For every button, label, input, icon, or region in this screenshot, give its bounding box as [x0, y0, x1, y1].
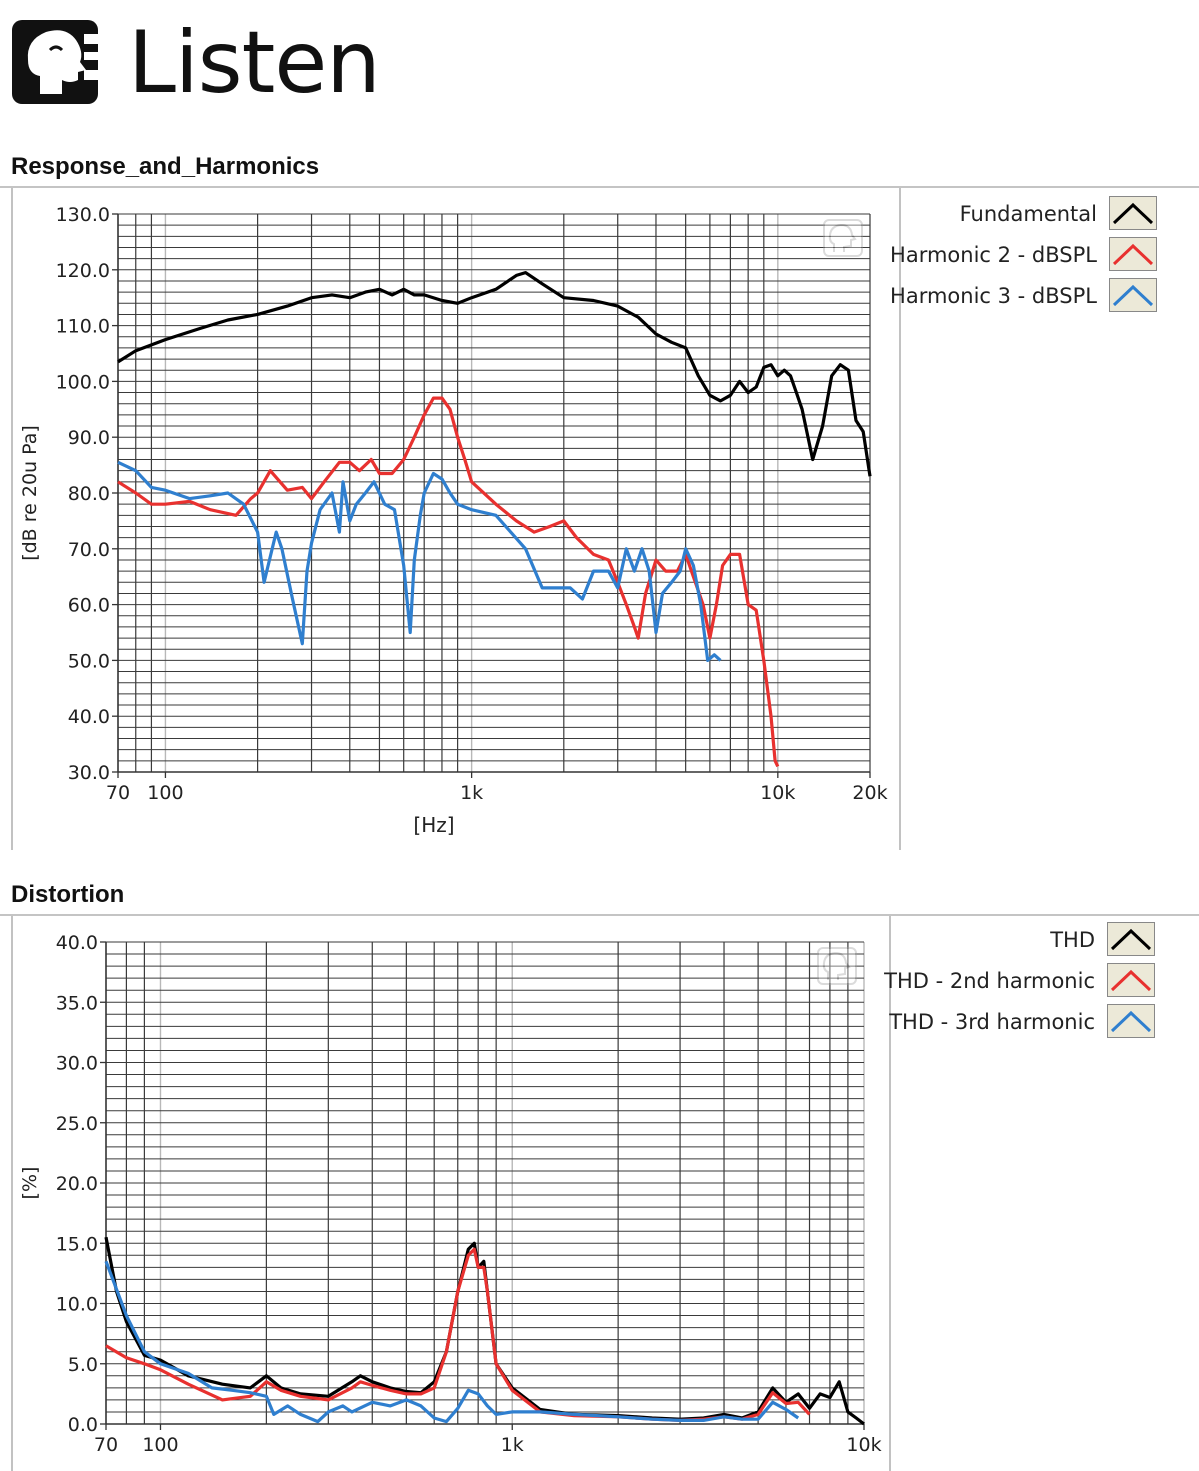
- response-chart: 130.0 120.0 110.0 100.0 90.0 80.0 70.0 60.0 50.0…: [0, 186, 1199, 852]
- y-axis-label: [%]: [19, 1167, 41, 1200]
- grid: [117, 213, 871, 773]
- x-tick-label: 1k: [460, 782, 483, 804]
- x-tick-label: 70: [106, 782, 130, 804]
- y-tick-label: 70.0: [68, 539, 110, 561]
- logo-wordmark: Listen: [128, 13, 381, 113]
- response-chart-legend: Fundamental Harmonic 2 - dBSPL Harmonic 3 …: [849, 196, 1169, 326]
- grid: [105, 941, 865, 1425]
- series-line-fundamental: [117, 271, 872, 477]
- legend-label: Harmonic 2 - dBSPL: [890, 243, 1097, 267]
- y-tick-label: 130.0: [56, 204, 110, 226]
- chart-title-response: Response_and_Harmonics: [11, 153, 320, 180]
- legend-item[interactable]: Harmonic 2 - dBSPL: [849, 237, 1169, 271]
- y-tick-label: 50.0: [68, 650, 110, 672]
- y-tick-label: 120.0: [56, 260, 110, 282]
- series-line-thd-3rd-harmonic: [104, 1260, 800, 1424]
- legend-label: THD: [1050, 928, 1095, 952]
- y-tick-label: 110.0: [56, 316, 110, 338]
- legend-label: Fundamental: [959, 202, 1097, 226]
- legend-item[interactable]: THD - 2nd harmonic: [847, 963, 1167, 997]
- legend-label: THD - 3rd harmonic: [889, 1010, 1095, 1034]
- y-tick-label: 25.0: [56, 1113, 98, 1135]
- legend-swatch-icon: [1107, 1004, 1155, 1038]
- x-tick-label: 10k: [846, 1434, 881, 1456]
- y-tick-label: 15.0: [56, 1233, 98, 1255]
- y-tick-label: 40.0: [56, 932, 98, 954]
- series-line-thd: [104, 1236, 865, 1426]
- distortion-chart-plot: 40.0 35.0 30.0 25.0 20.0 15.0 10.0 5.0 0.070 100 1…: [0, 914, 1199, 1471]
- series-line-harmonic-3-dbspl: [117, 460, 722, 662]
- x-tick-label: 10k: [760, 782, 795, 804]
- legend-swatch-icon: [1109, 237, 1157, 271]
- distortion-chart: 40.0 35.0 30.0 25.0 20.0 15.0 10.0 5.0 0.0 70 100 1…: [0, 914, 1199, 1471]
- legend-swatch-icon: [1109, 196, 1157, 230]
- legend-swatch-icon: [1107, 963, 1155, 997]
- legend-item[interactable]: THD - 3rd harmonic: [847, 1004, 1167, 1038]
- legend-item[interactable]: Fundamental: [849, 196, 1169, 230]
- x-tick-label: 70: [94, 1434, 118, 1456]
- x-tick-label: 100: [147, 782, 183, 804]
- x-tick-label: 100: [142, 1434, 178, 1456]
- x-tick-label: 1k: [501, 1434, 524, 1456]
- y-axis-label: [dB re 20u Pa]: [19, 425, 41, 561]
- y-tick-label: 10.0: [56, 1294, 98, 1316]
- watermark-head-icon: [823, 219, 863, 257]
- legend-label: THD - 2nd harmonic: [884, 969, 1095, 993]
- legend-item[interactable]: Harmonic 3 - dBSPL: [849, 278, 1169, 312]
- series-line-harmonic-2-dbspl: [117, 396, 780, 768]
- distortion-chart-legend: THD THD - 2nd harmonic THD - 3rd harmonic: [847, 922, 1167, 1052]
- x-axis-label: [Hz]: [413, 813, 454, 837]
- y-tick-label: 35.0: [56, 992, 98, 1014]
- listen-logo: Listen: [10, 14, 390, 110]
- watermark-head-icon: [817, 947, 857, 985]
- y-tick-label: 60.0: [68, 595, 110, 617]
- y-tick-label: 30.0: [56, 1053, 98, 1075]
- chart-title-distortion: Distortion: [11, 881, 125, 908]
- y-tick-label: 100.0: [56, 371, 110, 393]
- legend-swatch-icon: [1109, 278, 1157, 312]
- y-tick-label: 20.0: [56, 1173, 98, 1195]
- y-tick-label: 30.0: [68, 762, 110, 784]
- response-chart-plot: 130.0 120.0 110.0 100.0 90.0 80.0 70.0 60.0 50.0…: [0, 186, 1199, 850]
- y-tick-label: 80.0: [68, 483, 110, 505]
- legend-swatch-icon: [1107, 922, 1155, 956]
- y-tick-label: 90.0: [68, 427, 110, 449]
- x-tick-label: 20k: [852, 782, 887, 804]
- legend-item[interactable]: THD: [847, 922, 1167, 956]
- legend-label: Harmonic 3 - dBSPL: [890, 284, 1097, 308]
- y-tick-label: 5.0: [68, 1354, 98, 1376]
- plot-frame: [11, 916, 891, 1471]
- plot-frame: [11, 188, 901, 850]
- head-logo-icon: [12, 20, 98, 104]
- y-tick-label: 40.0: [68, 706, 110, 728]
- y-tick-label: 0.0: [68, 1414, 98, 1436]
